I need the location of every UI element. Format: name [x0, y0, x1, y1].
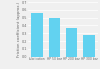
Bar: [84, 35, 95, 57]
Bar: [31, 13, 42, 57]
Y-axis label: Friction coefficient (approx.): Friction coefficient (approx.): [16, 2, 20, 57]
Bar: [66, 28, 77, 57]
Bar: [49, 18, 60, 57]
